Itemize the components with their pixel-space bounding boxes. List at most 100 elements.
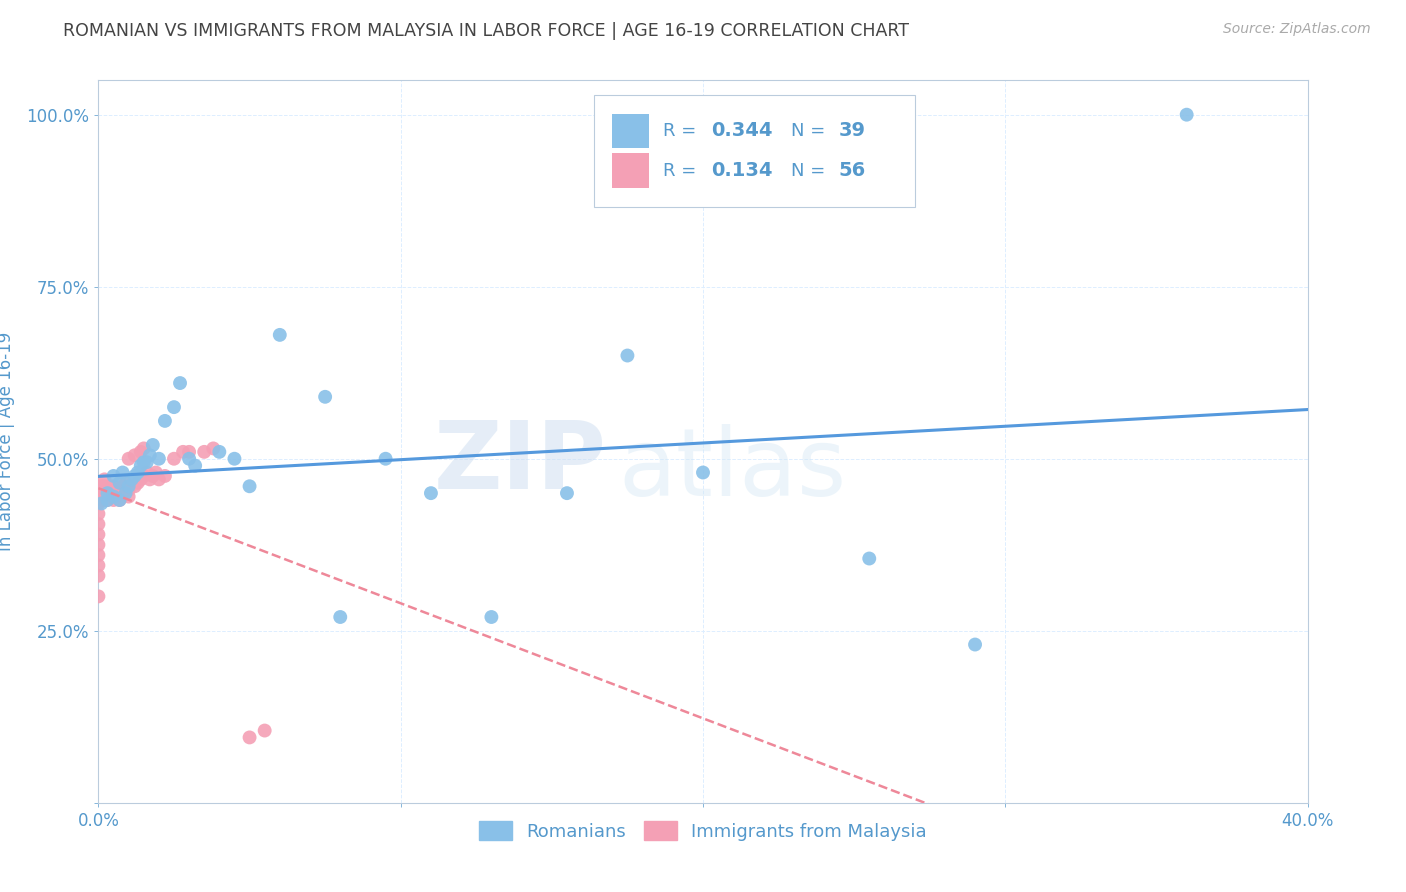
Legend: Romanians, Immigrants from Malaysia: Romanians, Immigrants from Malaysia [472, 814, 934, 848]
Point [90, 483, 112, 497]
Point [139, 448, 162, 462]
Y-axis label: In Labor Force | Age 16-19: In Labor Force | Age 16-19 [0, 332, 15, 551]
Point [148, 472, 170, 486]
Text: R =: R = [664, 122, 702, 140]
Point [87, 538, 110, 552]
Point [111, 479, 134, 493]
Point [127, 475, 149, 490]
Point [965, 638, 987, 652]
Point [103, 479, 125, 493]
Point [1175, 108, 1198, 122]
Point [153, 469, 176, 483]
Point [87, 507, 110, 521]
Point [124, 469, 146, 483]
Text: ROMANIAN VS IMMIGRANTS FROM MALAYSIA IN LABOR FORCE | AGE 16-19 CORRELATION CHAR: ROMANIAN VS IMMIGRANTS FROM MALAYSIA IN … [63, 22, 910, 40]
Text: 39: 39 [838, 121, 866, 140]
Point [87, 517, 110, 532]
Point [111, 486, 134, 500]
Point [202, 442, 225, 456]
Point [108, 475, 131, 490]
Point [124, 448, 146, 462]
Point [858, 551, 880, 566]
Point [314, 390, 336, 404]
Text: Source: ZipAtlas.com: Source: ZipAtlas.com [1223, 22, 1371, 37]
Point [93, 479, 115, 493]
Point [163, 400, 186, 414]
Point [139, 472, 162, 486]
Point [96, 493, 118, 508]
Point [111, 466, 134, 480]
Point [145, 466, 167, 480]
Point [96, 486, 118, 500]
Point [103, 469, 125, 483]
Point [93, 493, 115, 508]
Point [93, 472, 115, 486]
Point [87, 548, 110, 562]
Point [124, 479, 146, 493]
Point [269, 327, 291, 342]
Point [184, 458, 207, 473]
FancyBboxPatch shape [613, 113, 648, 148]
Point [93, 483, 115, 497]
Point [105, 490, 128, 504]
Point [253, 723, 276, 738]
Point [100, 479, 122, 493]
Point [87, 558, 110, 573]
Point [121, 472, 143, 486]
Point [108, 493, 131, 508]
Point [87, 590, 110, 604]
Point [118, 490, 141, 504]
Point [103, 486, 125, 500]
Point [239, 731, 262, 745]
Point [142, 469, 165, 483]
Point [142, 438, 165, 452]
Point [153, 414, 176, 428]
Point [329, 610, 352, 624]
Point [87, 527, 110, 541]
Point [692, 466, 714, 480]
Point [374, 451, 396, 466]
Point [87, 496, 110, 510]
Point [87, 568, 110, 582]
Point [96, 493, 118, 508]
Point [224, 451, 246, 466]
Text: atlas: atlas [619, 425, 846, 516]
Text: 0.344: 0.344 [711, 121, 773, 140]
Point [132, 442, 155, 456]
Point [127, 466, 149, 480]
Point [135, 455, 157, 469]
Point [420, 486, 443, 500]
Point [114, 475, 136, 490]
Point [132, 469, 155, 483]
Point [169, 376, 191, 390]
Text: N =: N = [792, 161, 831, 179]
Point [105, 483, 128, 497]
Point [108, 483, 131, 497]
Text: 56: 56 [838, 161, 866, 180]
Point [172, 445, 194, 459]
Point [179, 445, 201, 459]
Point [103, 493, 125, 508]
Point [129, 445, 152, 459]
Point [90, 486, 112, 500]
Point [118, 483, 141, 497]
FancyBboxPatch shape [595, 95, 915, 207]
Text: 0.134: 0.134 [711, 161, 773, 180]
Text: R =: R = [664, 161, 702, 179]
Point [135, 466, 157, 480]
Point [118, 451, 141, 466]
Point [90, 496, 112, 510]
Point [93, 486, 115, 500]
Point [87, 486, 110, 500]
Point [118, 479, 141, 493]
Point [555, 486, 578, 500]
Text: ZIP: ZIP [433, 417, 606, 509]
Point [239, 479, 262, 493]
Point [103, 490, 125, 504]
Point [163, 451, 186, 466]
Text: N =: N = [792, 122, 831, 140]
Point [208, 445, 231, 459]
Point [129, 458, 152, 473]
Point [193, 445, 215, 459]
Point [114, 486, 136, 500]
